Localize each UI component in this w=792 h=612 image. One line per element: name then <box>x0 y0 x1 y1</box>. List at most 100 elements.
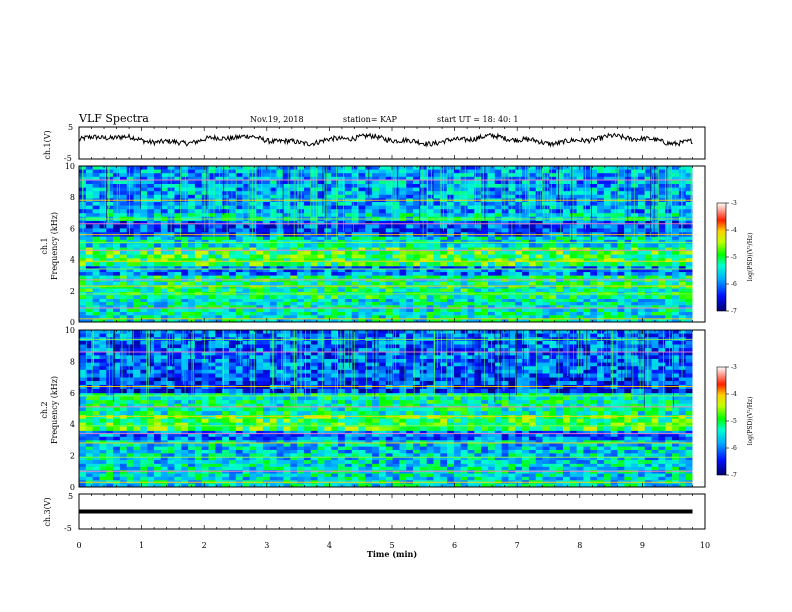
spectrogram-cell <box>515 173 523 178</box>
spectrogram-cell <box>637 176 646 181</box>
spectrogram-cell <box>351 298 359 303</box>
spectrogram-cell <box>126 228 134 233</box>
spectrogram-cell <box>119 247 128 252</box>
spectrogram-cell <box>324 194 332 199</box>
spectrogram-cell <box>406 281 414 286</box>
spectrogram-cell <box>365 305 373 310</box>
spectrogram-cell <box>522 483 530 487</box>
spectrogram-cell <box>583 272 591 276</box>
spectrogram-cell <box>385 466 393 471</box>
spectrogram-cell <box>303 281 312 286</box>
spectrogram-cell <box>576 184 584 188</box>
spectrogram-cell <box>92 194 100 199</box>
spectrogram-cell <box>413 272 421 276</box>
spectrogram-cell <box>201 176 209 181</box>
spectrogram-cell <box>181 318 189 322</box>
spectrogram-cell <box>188 250 196 255</box>
spectrogram-cell <box>324 298 332 303</box>
spectrogram-cell <box>583 315 591 320</box>
spectrogram-cell <box>672 247 680 252</box>
spectrogram-cell <box>303 166 312 170</box>
spectrogram-cell <box>324 483 332 487</box>
spectrogram-cell <box>542 311 550 316</box>
spectrogram-cell <box>631 295 639 299</box>
spectrogram-cell <box>201 265 209 270</box>
spectrogram-cell <box>372 228 380 233</box>
spectrogram-cell <box>576 463 584 468</box>
spectrogram-cell <box>685 202 693 206</box>
spectrogram-cell <box>399 202 407 206</box>
spectrogram-cell <box>140 262 148 267</box>
spectrogram-cell <box>256 483 264 487</box>
spectrogram-cell <box>624 298 632 303</box>
spectrogram-cell <box>590 258 598 263</box>
spectrogram-cell <box>276 205 284 210</box>
spectrogram-cell <box>419 298 428 303</box>
spectrogram-cell <box>201 202 209 206</box>
spectrogram-cell <box>263 180 271 185</box>
spectrogram-cell <box>269 224 278 229</box>
spectrogram-cell <box>467 473 475 478</box>
spectrogram-cell <box>413 301 421 306</box>
spectrogram-cell <box>399 281 407 286</box>
spectrogram-cell <box>644 191 652 196</box>
spectrogram-cell <box>610 173 618 178</box>
spectrogram-cell <box>494 308 503 313</box>
spectrogram-cell <box>331 228 339 233</box>
spectrogram-cell <box>242 265 250 270</box>
spectrogram-cell <box>658 209 666 214</box>
spectrogram-cell <box>242 250 250 255</box>
spectrogram-cell <box>249 180 257 185</box>
spectrogram-cell <box>147 308 155 313</box>
spectrogram-cell <box>365 288 373 293</box>
spectrogram-cell <box>501 250 509 255</box>
spectrogram-cell <box>317 268 325 273</box>
spectrogram-cell <box>106 250 114 255</box>
spectrogram-cell <box>372 473 380 478</box>
spectrogram-cell <box>433 191 441 196</box>
spectrogram-cell <box>672 473 680 478</box>
spectrogram-cell <box>194 265 203 270</box>
spectrogram-cell <box>147 318 155 322</box>
spectrogram-cell <box>133 308 141 313</box>
spectrogram-cell <box>174 173 182 178</box>
spectrogram-cell <box>378 205 387 210</box>
spectrogram-cell <box>256 228 264 233</box>
spectrogram-cell <box>133 236 141 241</box>
spectrogram-cell <box>269 301 278 306</box>
spectrogram-cell <box>358 308 366 313</box>
spectrogram-cell <box>242 236 250 241</box>
spectrogram-cell <box>317 308 325 313</box>
spectrogram-cell <box>535 265 543 270</box>
spectrogram-cell <box>597 301 605 306</box>
spectrogram-cell <box>338 173 346 178</box>
spectrogram-cell <box>658 281 666 286</box>
spectrogram-cell <box>597 220 605 225</box>
spectrogram-cell <box>106 243 114 248</box>
spectrogram-cell <box>222 308 230 313</box>
spectrogram-cell <box>126 250 134 255</box>
spectrogram-cell <box>160 236 169 241</box>
spectrogram-cell <box>644 239 652 244</box>
spectrogram-cell <box>174 212 182 218</box>
spectrogram-cell <box>153 187 162 192</box>
spectrogram-cell <box>644 176 652 181</box>
spectrogram-cell <box>603 258 612 263</box>
spectrogram-cell <box>324 236 332 241</box>
spectrogram-cell <box>303 463 312 468</box>
spectrogram-cell <box>494 295 503 299</box>
spectrogram-cell <box>413 187 421 192</box>
spectrogram-cell <box>92 258 100 263</box>
spectrogram-cell <box>460 463 468 468</box>
spectrogram-cell <box>324 212 332 218</box>
spectrogram-cell <box>419 247 428 252</box>
spectrogram-cell <box>685 194 693 199</box>
spectrogram-cell <box>474 315 482 320</box>
spectrogram-cell <box>487 228 496 233</box>
spectrogram-cell <box>644 173 652 178</box>
spectrogram-cell <box>494 243 503 248</box>
spectrogram-cell <box>535 205 543 210</box>
spectrogram-cell <box>481 308 489 313</box>
spectrogram-cell <box>508 250 516 255</box>
spectrogram-cell <box>603 205 612 210</box>
